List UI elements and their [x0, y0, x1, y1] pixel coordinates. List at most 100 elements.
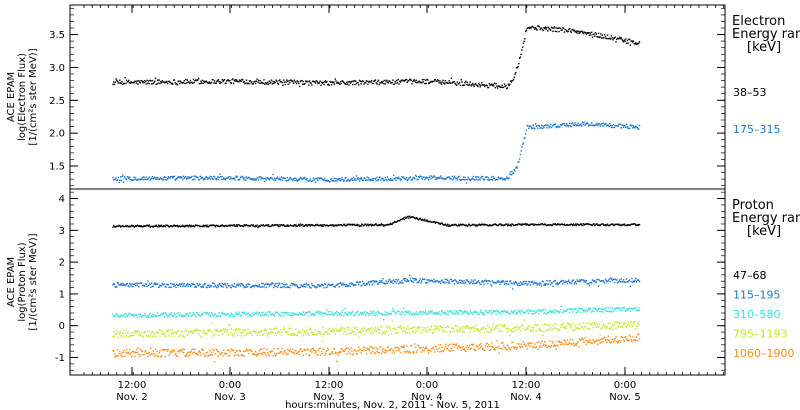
data-point: [138, 335, 140, 337]
data-point: [315, 311, 317, 313]
data-point: [498, 312, 500, 314]
data-point: [559, 27, 562, 30]
data-point: [223, 78, 226, 81]
data-point: [186, 352, 188, 354]
data-point: [596, 339, 598, 341]
data-point: [185, 224, 188, 227]
data-point: [555, 27, 557, 29]
data-point: [590, 342, 592, 344]
data-point: [389, 313, 391, 315]
data-point: [509, 173, 511, 175]
data-point: [239, 178, 241, 181]
data-point: [471, 177, 474, 179]
data-point: [575, 223, 577, 225]
data-point: [493, 309, 495, 312]
data-point: [355, 350, 357, 352]
data-point: [151, 83, 153, 85]
data-point: [460, 79, 462, 81]
data-point: [404, 330, 406, 332]
data-point: [341, 224, 343, 227]
data-point: [424, 82, 426, 85]
data-point: [363, 83, 365, 85]
data-point: [528, 281, 531, 283]
data-point: [408, 280, 410, 282]
data-point: [298, 313, 300, 315]
data-point: [487, 331, 490, 334]
data-point: [267, 225, 269, 227]
data-point: [472, 280, 475, 282]
data-point: [395, 329, 397, 331]
data-point: [287, 286, 289, 288]
data-point: [140, 314, 142, 317]
data-point: [638, 42, 640, 44]
data-point: [119, 225, 121, 227]
data-point: [380, 312, 382, 315]
data-point: [300, 177, 302, 179]
data-point: [208, 286, 210, 289]
data-point: [147, 80, 150, 82]
data-point: [179, 225, 181, 227]
data-point: [588, 223, 591, 225]
data-point: [354, 349, 356, 351]
data-point: [516, 224, 519, 226]
data-point: [275, 354, 277, 356]
data-point: [490, 328, 492, 331]
data-point: [603, 323, 605, 325]
data-point: [631, 124, 633, 126]
data-point: [575, 31, 578, 34]
data-point: [597, 124, 599, 126]
data-point: [484, 345, 487, 347]
data-point: [424, 178, 426, 181]
data-point: [254, 224, 257, 227]
data-point: [415, 79, 418, 81]
data-point: [305, 312, 308, 314]
data-point: [212, 314, 214, 317]
data-point: [490, 329, 493, 332]
data-point: [568, 224, 570, 226]
data-point: [333, 177, 336, 180]
data-point: [234, 179, 236, 181]
data-point: [236, 350, 239, 352]
data-point: [582, 279, 585, 281]
data-point: [500, 280, 503, 282]
data-point: [620, 127, 622, 129]
data-point: [210, 354, 212, 356]
data-point: [286, 80, 289, 82]
data-point: [321, 224, 324, 226]
data-point: [298, 85, 301, 88]
data-point: [242, 285, 245, 287]
data-point: [509, 83, 511, 85]
data-point: [279, 179, 282, 181]
data-point: [487, 282, 489, 285]
data-point: [462, 280, 464, 282]
data-point: [453, 175, 456, 177]
data-point: [584, 337, 586, 339]
data-point: [344, 224, 346, 227]
data-point: [552, 30, 554, 33]
data-point: [201, 225, 204, 228]
data-point: [610, 307, 612, 309]
data-point: [354, 178, 356, 180]
data-point: [289, 79, 292, 81]
data-point: [548, 311, 550, 313]
data-point: [202, 82, 204, 84]
data-point: [451, 82, 453, 84]
data-point: [164, 355, 166, 358]
data-point: [254, 179, 256, 181]
data-point: [364, 81, 367, 84]
data-point: [169, 335, 172, 337]
data-point: [594, 340, 597, 342]
data-point: [538, 346, 541, 349]
data-point: [497, 345, 500, 347]
data-point: [550, 123, 552, 125]
data-point: [531, 313, 533, 315]
data-point: [152, 82, 154, 85]
data-point: [182, 315, 185, 317]
data-point: [348, 311, 350, 313]
data-point: [448, 326, 450, 328]
data-point: [638, 223, 640, 226]
data-point: [355, 333, 357, 335]
data-point: [440, 280, 443, 282]
data-point: [168, 314, 170, 316]
data-point: [144, 81, 147, 83]
